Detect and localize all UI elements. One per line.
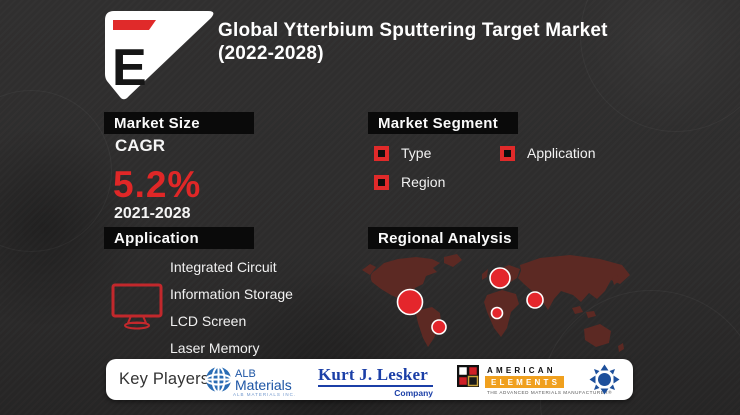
lesker-company: Company bbox=[394, 388, 433, 398]
monitor-icon bbox=[110, 282, 164, 335]
application-heading: Application bbox=[104, 227, 254, 249]
map-markers bbox=[396, 267, 544, 335]
alb-materials-logo: ALB Materials bbox=[205, 366, 292, 393]
cagr-period: 2021-2028 bbox=[114, 205, 191, 222]
map-marker-asia bbox=[526, 291, 544, 309]
ae-line2: ELEMENTS bbox=[485, 376, 565, 388]
segment-option-label: Application bbox=[527, 145, 596, 161]
segment-option-label: Type bbox=[401, 145, 432, 161]
cagr-label: CAGR bbox=[115, 136, 166, 155]
american-elements-logo: AMERICAN ELEMENTS THE ADVANCED MATERIALS… bbox=[456, 364, 612, 395]
alb-line1: ALB bbox=[235, 367, 256, 380]
application-item: Information Storage bbox=[170, 286, 293, 302]
market-segment-heading: Market Segment bbox=[368, 112, 518, 134]
key-players-bar: Key Players ALB Materials ALB MATERIALS … bbox=[106, 359, 633, 400]
map-marker-north-america bbox=[396, 288, 424, 316]
cagr-value: 5.2% bbox=[113, 164, 202, 205]
ae-line1: AMERICAN bbox=[487, 366, 556, 375]
checkbox-icon bbox=[374, 145, 389, 161]
segment-option-application: Application bbox=[500, 145, 596, 161]
map-marker-south-america bbox=[431, 319, 447, 335]
alb-materials-wordmark: ALB Materials bbox=[235, 367, 292, 393]
logo-red-accent bbox=[113, 20, 156, 30]
world-map bbox=[360, 250, 660, 367]
application-item: LCD Screen bbox=[170, 313, 247, 329]
map-marker-europe bbox=[489, 267, 511, 289]
application-list: Integrated Circuit Information Storage L… bbox=[170, 258, 293, 357]
logo-pin-shape bbox=[105, 11, 214, 100]
alb-tagline: ALB MATERIALS INC. bbox=[233, 392, 297, 397]
compass-globe-icon bbox=[588, 363, 621, 401]
brand-logo: E bbox=[99, 8, 221, 106]
american-elements-wordmark: AMERICAN ELEMENTS THE ADVANCED MATERIALS… bbox=[485, 364, 612, 395]
page-title: Global Ytterbium Sputtering Target Marke… bbox=[218, 19, 638, 65]
checkbox-icon bbox=[500, 145, 515, 161]
regional-analysis-heading: Regional Analysis bbox=[368, 227, 518, 249]
map-marker-africa bbox=[490, 306, 504, 320]
page-title-line1: Global Ytterbium Sputtering Target Marke… bbox=[218, 20, 608, 41]
logo-letter: E bbox=[112, 39, 147, 97]
alb-line2: Materials bbox=[235, 376, 292, 393]
lesker-name: Kurt J. Lesker bbox=[318, 365, 433, 387]
segment-option-label: Region bbox=[401, 174, 446, 190]
key-players-label: Key Players bbox=[119, 370, 210, 388]
decor-circle bbox=[0, 90, 112, 252]
kurt-j-lesker-logo: Kurt J. Lesker Company bbox=[318, 365, 433, 398]
segment-option-type: Type bbox=[374, 145, 431, 161]
application-item: Laser Memory bbox=[170, 340, 260, 356]
checkbox-icon bbox=[374, 174, 389, 190]
american-elements-icon bbox=[457, 365, 479, 387]
market-size-heading: Market Size bbox=[104, 112, 254, 134]
application-item: Integrated Circuit bbox=[170, 259, 277, 275]
ae-tagline: THE ADVANCED MATERIALS MANUFACTURER® bbox=[487, 390, 613, 395]
segment-option-region: Region bbox=[374, 174, 445, 190]
globe-icon bbox=[205, 366, 232, 393]
page-title-line2: (2022-2028) bbox=[218, 43, 324, 64]
